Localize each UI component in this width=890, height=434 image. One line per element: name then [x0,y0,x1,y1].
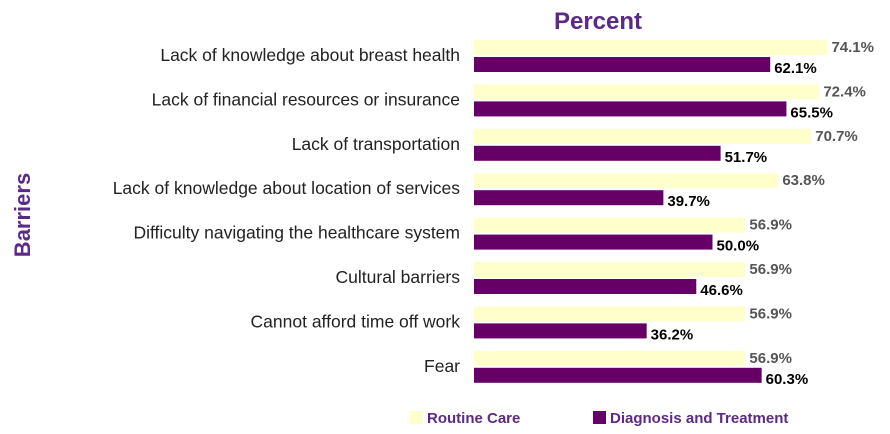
legend-label-diagnosis-treatment: Diagnosis and Treatment [610,410,788,427]
legend: Routine Care Diagnosis and Treatment [410,410,788,427]
data-label-routine-care: 56.9% [749,261,792,278]
y-axis-label: Barriers [10,173,35,257]
data-label-routine-care: 56.9% [749,217,792,234]
bar-routine-care [474,173,779,189]
bar-diagnosis-treatment [474,57,771,72]
category-group: Fear 56.9% 60.3% [424,350,808,388]
data-label-diagnosis-treatment: 62.1% [774,60,817,77]
data-label-diagnosis-treatment: 65.5% [790,104,833,121]
data-label-diagnosis-treatment: 46.6% [700,282,743,299]
data-label-diagnosis-treatment: 36.2% [651,326,694,343]
bar-diagnosis-treatment [474,101,787,117]
chart-title: Percent [554,8,642,35]
bar-diagnosis-treatment [474,145,721,161]
bar-routine-care [474,217,746,233]
data-label-diagnosis-treatment: 51.7% [725,149,768,166]
data-label-routine-care: 70.7% [815,128,858,145]
legend-swatch-routine-care [410,411,423,424]
data-label-routine-care: 56.9% [749,305,792,322]
data-label-diagnosis-treatment: 50.0% [717,238,760,255]
category-label: Lack of financial resources or insurance [152,89,460,109]
category-group: Lack of financial resources or insurance… [152,83,866,121]
category-label: Lack of knowledge about breast health [160,45,460,65]
bar-routine-care [474,306,746,322]
data-label-diagnosis-treatment: 60.3% [766,371,809,388]
bars-group: Lack of knowledge about breast health 74.… [113,39,874,388]
bar-routine-care [474,350,746,366]
category-label: Lack of transportation [292,134,460,154]
category-label: Lack of knowledge about location of serv… [113,178,461,198]
category-group: Cultural barriers 56.9% 46.6% [336,261,792,299]
bar-routine-care [474,40,828,55]
category-group: Cannot afford time off work 56.9% 36.2% [251,305,792,343]
data-label-routine-care: 56.9% [749,350,792,367]
category-group: Lack of knowledge about breast health 74.… [160,39,874,77]
bar-diagnosis-treatment [474,190,664,206]
bar-diagnosis-treatment [474,323,647,339]
bar-diagnosis-treatment [474,234,713,250]
data-label-diagnosis-treatment: 39.7% [667,193,710,210]
category-group: Difficulty navigating the healthcare sys… [133,217,791,255]
data-label-routine-care: 74.1% [831,39,874,56]
category-label: Cannot afford time off work [251,311,461,331]
bar-routine-care [474,128,812,144]
bar-routine-care [474,84,820,100]
bar-diagnosis-treatment [474,367,762,383]
bar-routine-care [474,262,746,277]
data-label-routine-care: 72.4% [823,83,866,100]
legend-swatch-diagnosis-treatment [593,411,606,424]
bar-diagnosis-treatment [474,279,697,294]
legend-label-routine-care: Routine Care [427,410,520,427]
category-group: Lack of transportation 70.7% 51.7% [292,128,858,166]
category-label: Cultural barriers [336,267,461,287]
category-label: Difficulty navigating the healthcare sys… [133,223,460,243]
category-label: Fear [424,356,460,376]
data-label-routine-care: 63.8% [782,172,825,189]
category-group: Lack of knowledge about location of serv… [113,172,825,210]
